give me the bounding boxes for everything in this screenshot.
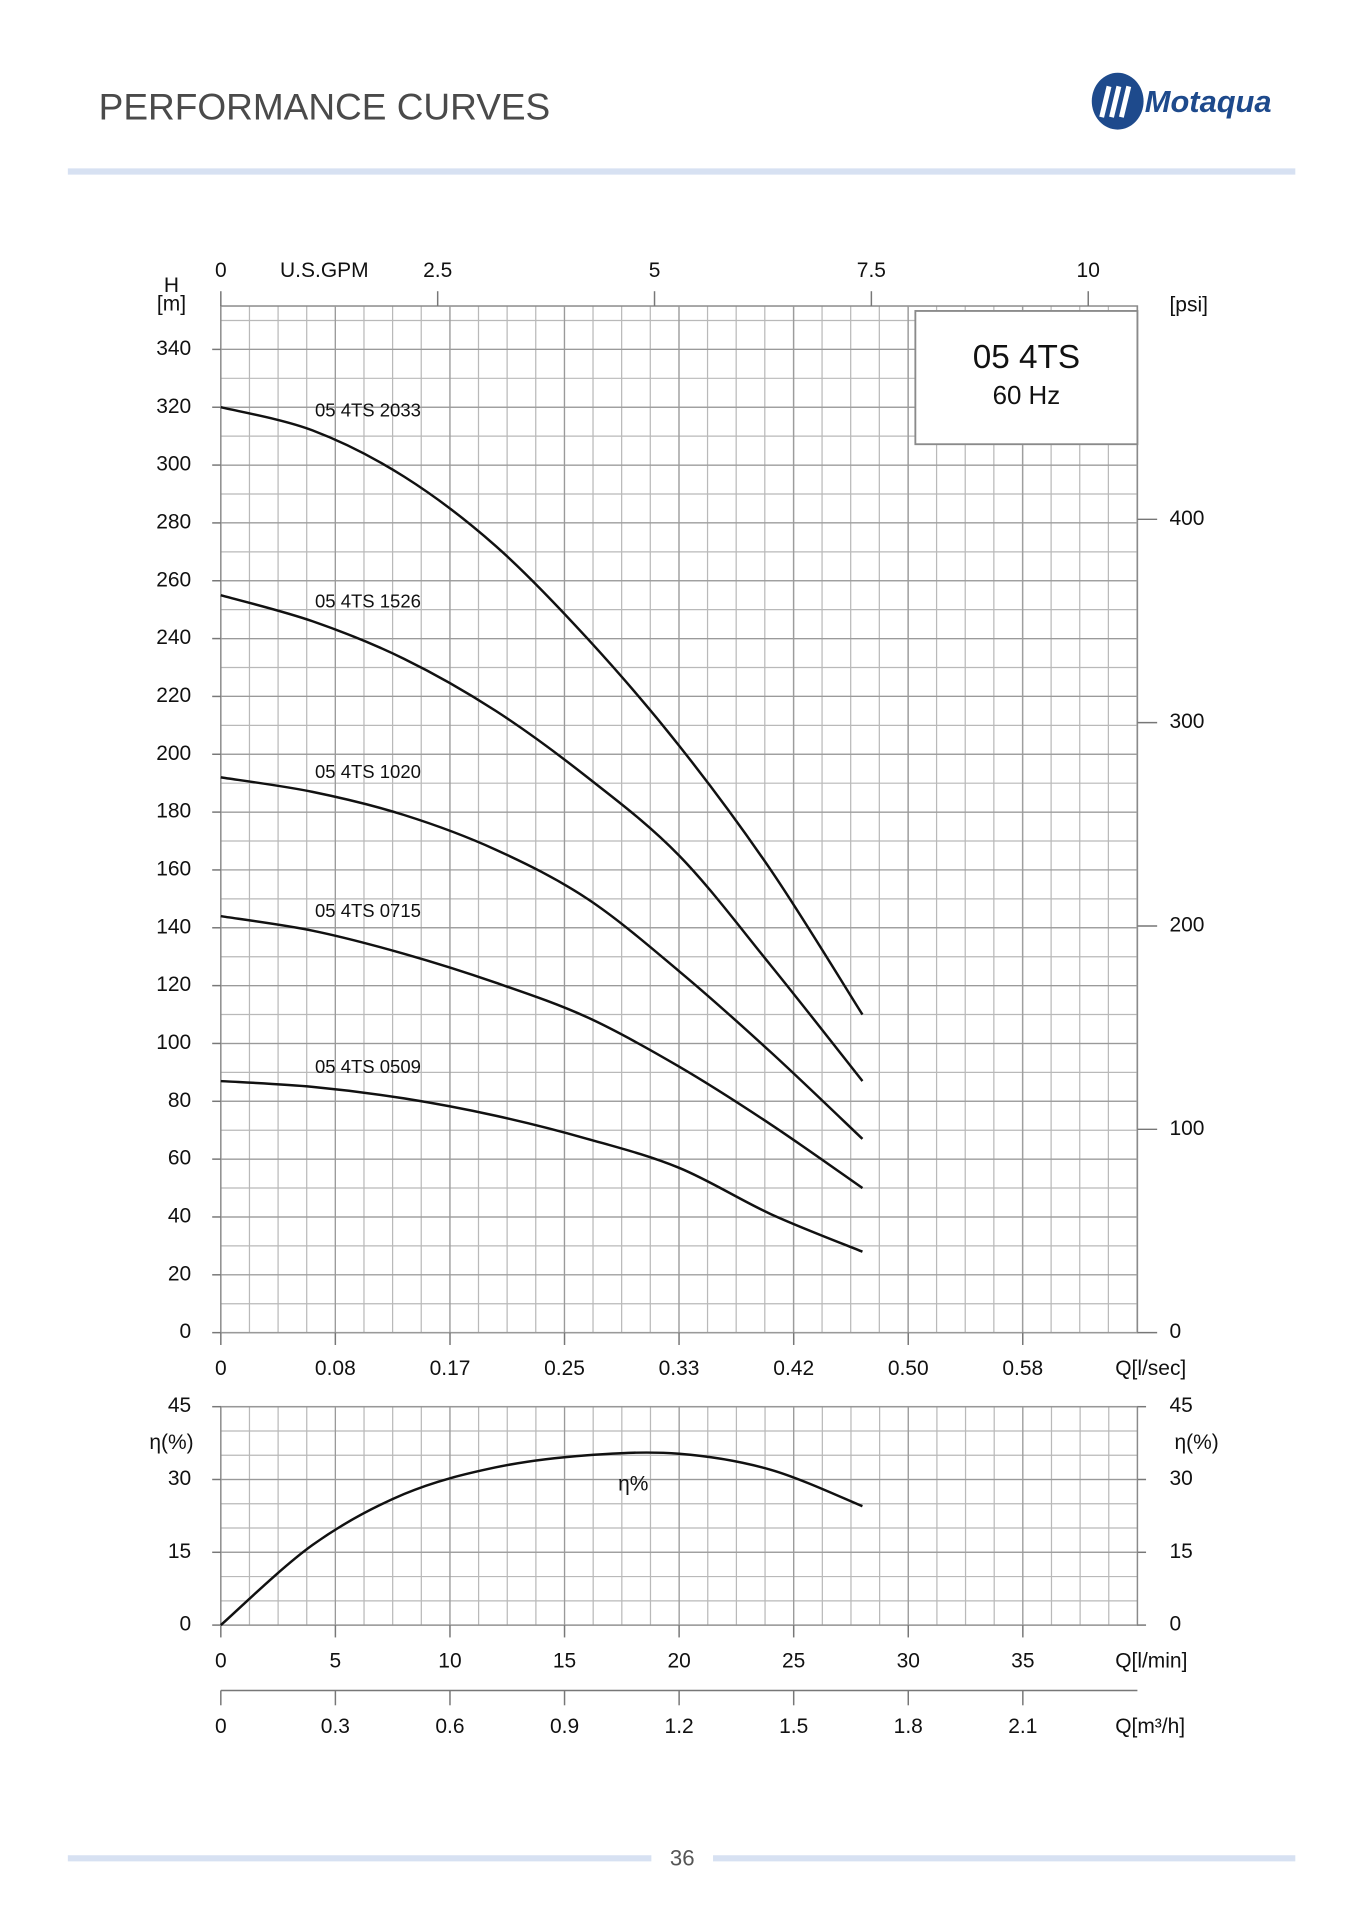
info-box <box>914 310 1139 446</box>
x2-tick-label: 0.3 <box>321 1715 350 1738</box>
x2-tick-label: 0.6 <box>435 1715 464 1738</box>
logo-text: Motaqua <box>1145 84 1272 119</box>
y-axis-label: η(%) <box>149 1431 193 1454</box>
curve <box>220 776 864 1140</box>
curve-label: 05 4TS 2033 <box>315 400 421 421</box>
x-tick-label: 20 <box>667 1650 690 1673</box>
y-axis-label: H <box>164 274 179 297</box>
curve <box>220 406 864 1016</box>
x2-tick-label: 1.8 <box>894 1715 923 1738</box>
y-tick-label: 180 <box>156 800 191 823</box>
x2-tick-label: 5 <box>649 259 661 282</box>
y2-tick-label: 400 <box>1169 507 1204 530</box>
curve <box>220 1451 863 1627</box>
curve-label: 05 4TS 0715 <box>315 900 421 921</box>
y-axis-label-right: η(%) <box>1174 1431 1218 1454</box>
y-tick-label: 100 <box>156 1031 191 1054</box>
y-tick-label: 260 <box>156 568 191 591</box>
y-tick-label: 0 <box>180 1320 192 1343</box>
page-title: PERFORMANCE CURVES <box>99 86 551 128</box>
info-box-title: 05 4TS <box>973 339 1080 376</box>
x-tick-label: 15 <box>553 1650 576 1673</box>
x2-tick-label: 2.5 <box>423 259 452 282</box>
curve-label: 05 4TS 0509 <box>315 1056 421 1077</box>
x2-tick-label: 1.5 <box>779 1715 808 1738</box>
curve-label: η% <box>618 1472 648 1495</box>
page-number: 36 <box>670 1845 695 1870</box>
x2-tick-label: 0 <box>215 1715 227 1738</box>
y-tick-label: 240 <box>156 626 191 649</box>
x-tick-label: 0.33 <box>659 1357 700 1380</box>
y-tick-label: 60 <box>168 1147 191 1170</box>
y-tick-label-right: 45 <box>1169 1394 1192 1417</box>
x-tick-label: 0 <box>215 1650 227 1673</box>
x-tick-label: 25 <box>782 1650 805 1673</box>
y-tick-label: 220 <box>156 684 191 707</box>
x-tick-label: 0.17 <box>430 1357 471 1380</box>
y-tick-label: 200 <box>156 742 191 765</box>
logo-stripes <box>1099 85 1132 118</box>
x-tick-label: 0.50 <box>888 1357 929 1380</box>
y2-tick-label: 100 <box>1169 1117 1204 1140</box>
curve <box>220 1079 863 1253</box>
y-tick-label: 300 <box>156 453 191 476</box>
y-tick-label: 120 <box>156 973 191 996</box>
x-tick-label: 30 <box>897 1650 920 1673</box>
x2-tick-label: 10 <box>1077 259 1100 282</box>
x-tick-label: 0.58 <box>1002 1357 1043 1380</box>
y2-tick-label: 0 <box>1169 1320 1181 1343</box>
x-tick-label: 0.25 <box>544 1357 585 1380</box>
x2-tick-label: 2.1 <box>1008 1715 1037 1738</box>
x-tick-label: 0 <box>215 1357 227 1380</box>
y-tick-label: 280 <box>156 510 191 533</box>
y-tick-label: 160 <box>156 857 191 880</box>
y-tick-label: 340 <box>156 337 191 360</box>
y-tick-label: 45 <box>168 1394 191 1417</box>
x2-axis-label: Q[m³/h] <box>1115 1715 1185 1738</box>
x-tick-label: 10 <box>438 1650 461 1673</box>
y-tick-label: 80 <box>168 1089 191 1112</box>
x2-tick-label: 0 <box>215 259 227 282</box>
curve <box>220 594 864 1082</box>
x2-tick-label: 0.9 <box>550 1715 579 1738</box>
info-box-subtitle: 60 Hz <box>993 382 1061 410</box>
y-tick-label-right: 15 <box>1169 1540 1192 1563</box>
y-tick-label-right: 0 <box>1169 1613 1181 1636</box>
y-tick-label: 15 <box>168 1540 191 1563</box>
y-axis-unit: [m] <box>157 292 186 315</box>
y2-axis-label: [psi] <box>1169 294 1207 317</box>
curve-label: 05 4TS 1526 <box>315 591 421 612</box>
x-tick-label: 35 <box>1011 1650 1034 1673</box>
x-axis-label: Q[l/min] <box>1115 1650 1187 1673</box>
y-tick-label: 20 <box>168 1262 191 1285</box>
x2-axis-label: U.S.GPM <box>280 259 369 282</box>
x-tick-label: 0.08 <box>315 1357 356 1380</box>
y-tick-label-right: 30 <box>1169 1467 1192 1490</box>
y-tick-label: 30 <box>168 1467 191 1490</box>
x-tick-label: 5 <box>330 1650 342 1673</box>
y-tick-label: 140 <box>156 915 191 938</box>
x-axis-label: Q[l/sec] <box>1115 1357 1186 1380</box>
x2-tick-label: 7.5 <box>857 259 886 282</box>
curve <box>220 914 864 1190</box>
x-tick-label: 0.42 <box>773 1357 814 1380</box>
curve-label: 05 4TS 1020 <box>315 761 421 782</box>
x2-tick-label: 1.2 <box>665 1715 694 1738</box>
y-tick-label: 0 <box>180 1613 192 1636</box>
y-tick-label: 320 <box>156 395 191 418</box>
logo: Motaqua <box>1091 72 1272 130</box>
y-tick-label: 40 <box>168 1205 191 1228</box>
y2-tick-label: 300 <box>1169 710 1204 733</box>
y2-tick-label: 200 <box>1169 914 1204 937</box>
